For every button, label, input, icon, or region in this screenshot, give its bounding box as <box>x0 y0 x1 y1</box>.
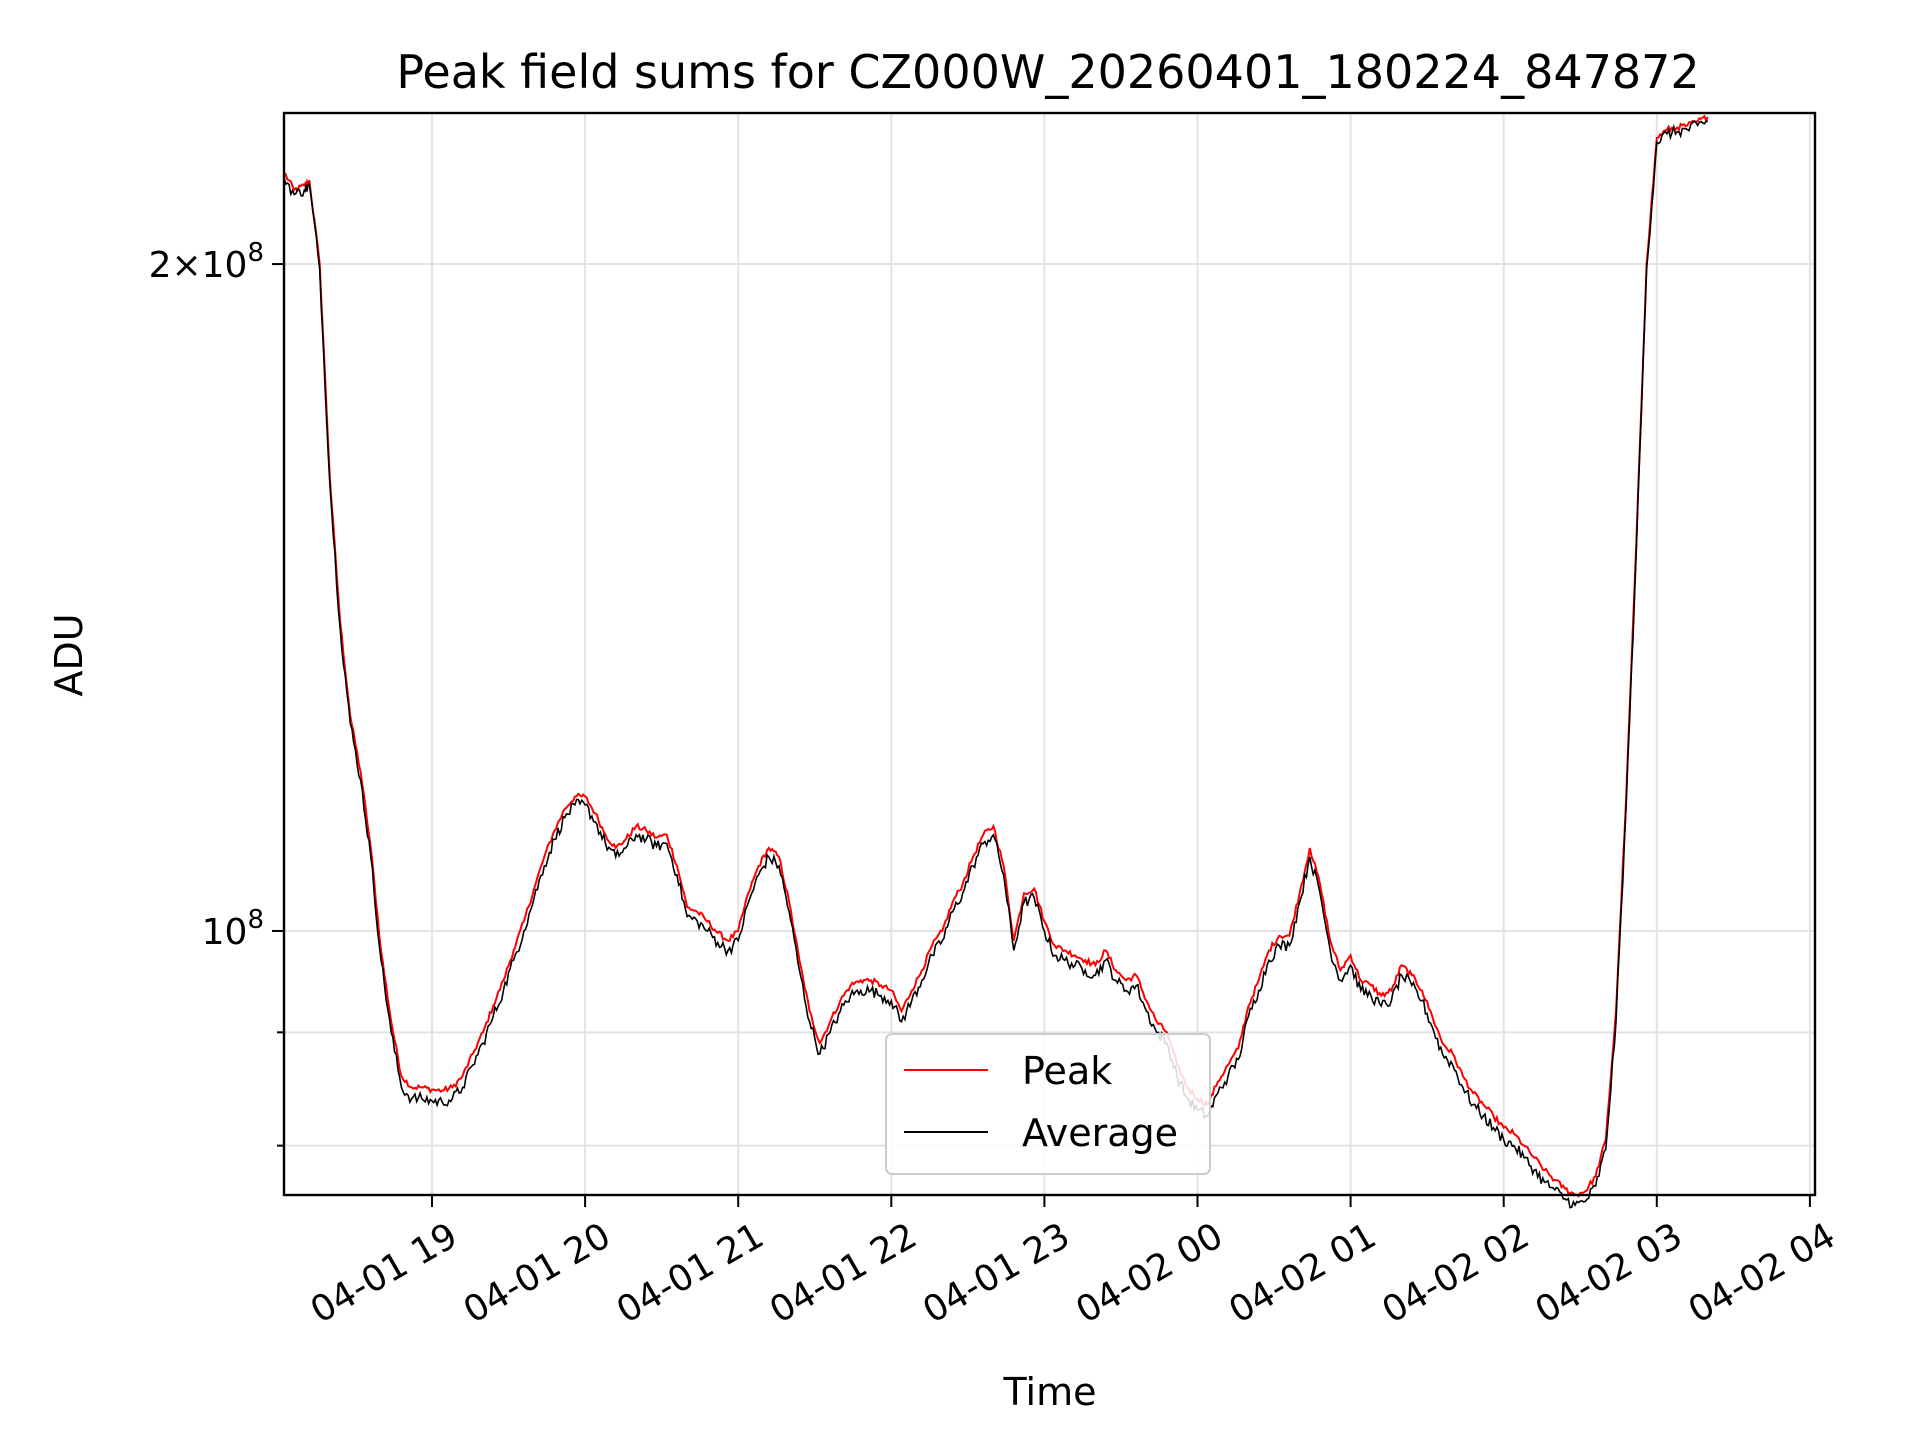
y-tick-label: 2×108 <box>149 238 264 286</box>
y-axis-label: ADU <box>47 613 91 696</box>
x-tick-label: 04-02 02 <box>1376 1215 1537 1331</box>
legend-label-peak: Peak <box>1022 1049 1112 1093</box>
grid <box>284 113 1815 1195</box>
x-tick-label: 04-01 22 <box>763 1215 924 1331</box>
x-tick-label: 04-02 04 <box>1682 1215 1843 1331</box>
x-axis-label: Time <box>1003 1370 1097 1414</box>
plot-lines <box>283 114 1709 1209</box>
x-tick-label: 04-01 19 <box>304 1215 465 1331</box>
y-tick-label: 108 <box>202 905 264 953</box>
legend-label-average: Average <box>1022 1111 1178 1155</box>
y-axis: 108 2×108 <box>149 238 284 1147</box>
plot-frame <box>282 111 1817 1197</box>
x-tick-label: 04-02 01 <box>1222 1215 1383 1331</box>
series-line-average <box>283 120 1708 1209</box>
legend: Peak Average <box>885 1033 1211 1175</box>
x-tick-label: 04-01 23 <box>916 1215 1077 1331</box>
series-line-peak <box>283 114 1709 1198</box>
x-tick-label: 04-01 21 <box>610 1215 771 1331</box>
x-tick-label: 04-02 03 <box>1529 1215 1690 1331</box>
x-tick-label: 04-02 00 <box>1069 1215 1230 1331</box>
x-tick-label: 04-01 20 <box>457 1215 618 1331</box>
chart-title: Peak field sums for CZ000W_20260401_1802… <box>396 45 1699 99</box>
